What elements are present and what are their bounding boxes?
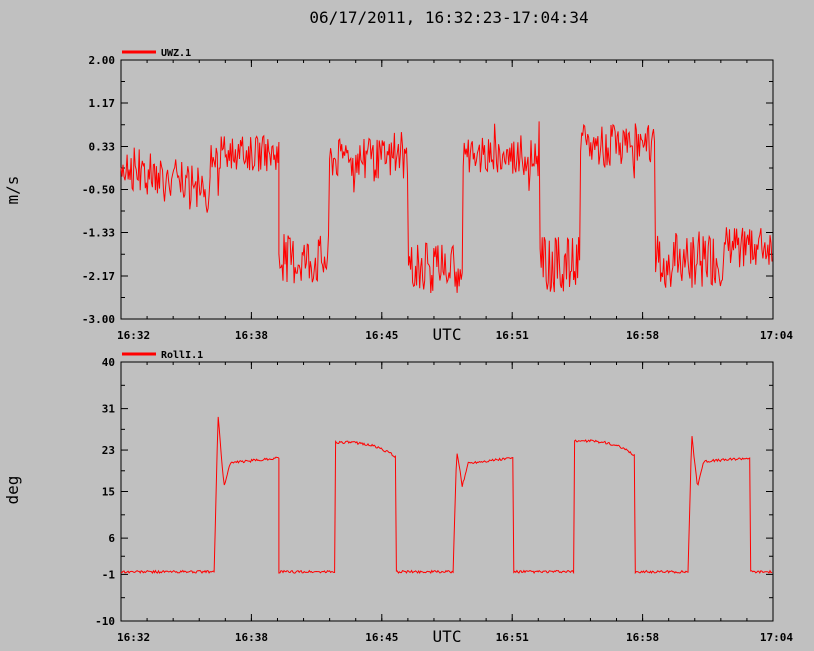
x-tick-label: 16:51 — [496, 631, 529, 644]
y-tick-label: -0.50 — [82, 184, 115, 197]
x-tick-label: 16:38 — [235, 631, 268, 644]
x-tick-label: 16:58 — [626, 631, 659, 644]
x-tick-label: 17:04 — [760, 329, 793, 342]
legend-label: UWZ.1 — [161, 48, 191, 59]
y-tick-label: 1.17 — [89, 97, 116, 110]
x-tick-label: 16:38 — [235, 329, 268, 342]
y-axis-title: m/s — [3, 176, 22, 205]
plot-frame — [120, 361, 774, 622]
x-tick-label: 16:58 — [626, 329, 659, 342]
x-axis-title: UTC — [433, 627, 462, 646]
y-tick-label: -10 — [95, 615, 115, 628]
y-tick-label: 15 — [102, 486, 115, 499]
x-tick-label: 16:32 — [117, 329, 150, 342]
x-tick-label: 16:45 — [365, 329, 398, 342]
y-tick-label: 2.00 — [89, 54, 116, 67]
chart-title: 06/17/2011, 16:32:23-17:04:34 — [309, 8, 589, 27]
y-tick-label: -2.17 — [82, 270, 115, 283]
y-tick-label: -1 — [102, 568, 116, 581]
y-axis-title: deg — [3, 476, 22, 505]
y-tick-label: 23 — [102, 444, 115, 457]
legend-label: RollI.1 — [161, 350, 203, 361]
y-tick-label: 40 — [102, 356, 115, 369]
x-tick-label: 16:51 — [496, 329, 529, 342]
y-tick-label: 31 — [102, 403, 116, 416]
y-tick-label: 6 — [108, 532, 115, 545]
series-line-rolli-1 — [120, 416, 773, 575]
y-tick-label: 0.33 — [89, 141, 116, 154]
y-tick-label: -3.00 — [82, 313, 115, 326]
x-axis-title: UTC — [433, 325, 462, 344]
x-tick-label: 16:32 — [117, 631, 150, 644]
series-line-uwz-1 — [120, 121, 773, 294]
y-tick-label: -1.33 — [82, 226, 115, 239]
x-tick-label: 17:04 — [760, 631, 793, 644]
x-tick-label: 16:45 — [365, 631, 398, 644]
